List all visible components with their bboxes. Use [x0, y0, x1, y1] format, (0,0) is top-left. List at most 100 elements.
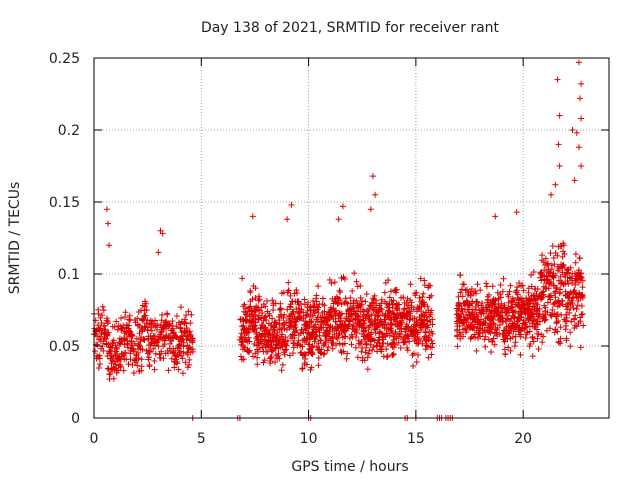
data-point [331, 279, 338, 286]
data-point [429, 316, 436, 323]
data-point [315, 362, 322, 369]
data-point [571, 177, 578, 184]
data-point [99, 312, 106, 319]
data-point [254, 361, 261, 368]
data-point [241, 344, 248, 351]
data-point [539, 252, 546, 259]
data-point [284, 306, 291, 313]
data-point [541, 267, 548, 274]
data-point [573, 129, 580, 136]
data-point [358, 301, 365, 308]
data-point [579, 294, 586, 301]
data-point [357, 282, 364, 289]
data-point [536, 318, 543, 325]
data-point [115, 367, 122, 374]
data-point [290, 308, 297, 315]
data-point [377, 305, 384, 312]
data-point [283, 342, 290, 349]
data-point [331, 330, 338, 337]
data-point [557, 335, 564, 342]
data-point [366, 347, 373, 354]
data-point [276, 317, 283, 324]
data-point [131, 340, 138, 347]
data-point [538, 295, 545, 302]
data-point [393, 300, 400, 307]
data-point [295, 298, 302, 305]
data-point [556, 302, 563, 309]
data-point [414, 329, 421, 336]
data-point [276, 306, 283, 313]
data-point [349, 288, 356, 295]
data-point [160, 355, 167, 362]
data-point [249, 296, 256, 303]
grid [94, 58, 609, 418]
data-point [293, 306, 300, 313]
data-point [294, 289, 301, 296]
data-point [461, 281, 468, 288]
data-point [299, 365, 306, 372]
data-point [320, 324, 327, 331]
data-point [554, 76, 561, 83]
data-point [139, 327, 146, 334]
data-point [547, 296, 554, 303]
data-point [143, 300, 150, 307]
data-point [278, 367, 285, 374]
data-point [99, 303, 106, 310]
data-point [245, 329, 252, 336]
data-point [507, 282, 514, 289]
data-point [315, 304, 322, 311]
data-point [301, 296, 308, 303]
data-point [477, 333, 484, 340]
data-point [337, 289, 344, 296]
data-point [468, 285, 475, 292]
data-point [387, 288, 394, 295]
data-point [182, 359, 189, 366]
data-point [141, 323, 148, 330]
data-point [504, 312, 511, 319]
data-point [237, 353, 244, 360]
data-point [143, 320, 150, 327]
data-point [368, 318, 375, 325]
data-point [389, 351, 396, 358]
data-point [512, 339, 519, 346]
data-point [106, 242, 113, 249]
data-point [496, 322, 503, 329]
data-point [114, 344, 121, 351]
data-point [254, 354, 261, 361]
data-point [406, 310, 413, 317]
data-point [410, 350, 417, 357]
data-point [527, 340, 534, 347]
data-point [579, 291, 586, 298]
data-point [286, 352, 293, 359]
data-point [312, 321, 319, 328]
data-point [129, 361, 136, 368]
data-point [245, 334, 252, 341]
data-point [186, 356, 193, 363]
data-point [104, 315, 111, 322]
data-point [376, 337, 383, 344]
data-point [310, 297, 317, 304]
data-point [135, 342, 142, 349]
data-point [335, 216, 342, 223]
data-point [185, 308, 192, 315]
data-point [288, 201, 295, 208]
data-point [565, 280, 572, 287]
data-point [390, 297, 397, 304]
data-point [291, 290, 298, 297]
data-point [186, 328, 193, 335]
data-point [406, 338, 413, 345]
data-point [555, 141, 562, 148]
data-point [488, 348, 495, 355]
data-point [292, 324, 299, 331]
data-point [285, 279, 292, 286]
data-point [421, 299, 428, 306]
data-point [110, 375, 117, 382]
data-point [572, 251, 579, 258]
data-point [425, 354, 432, 361]
data-point [390, 310, 397, 317]
data-point [542, 304, 549, 311]
data-point [421, 277, 428, 284]
data-point [313, 298, 320, 305]
data-point [334, 335, 341, 342]
data-point [141, 336, 148, 343]
